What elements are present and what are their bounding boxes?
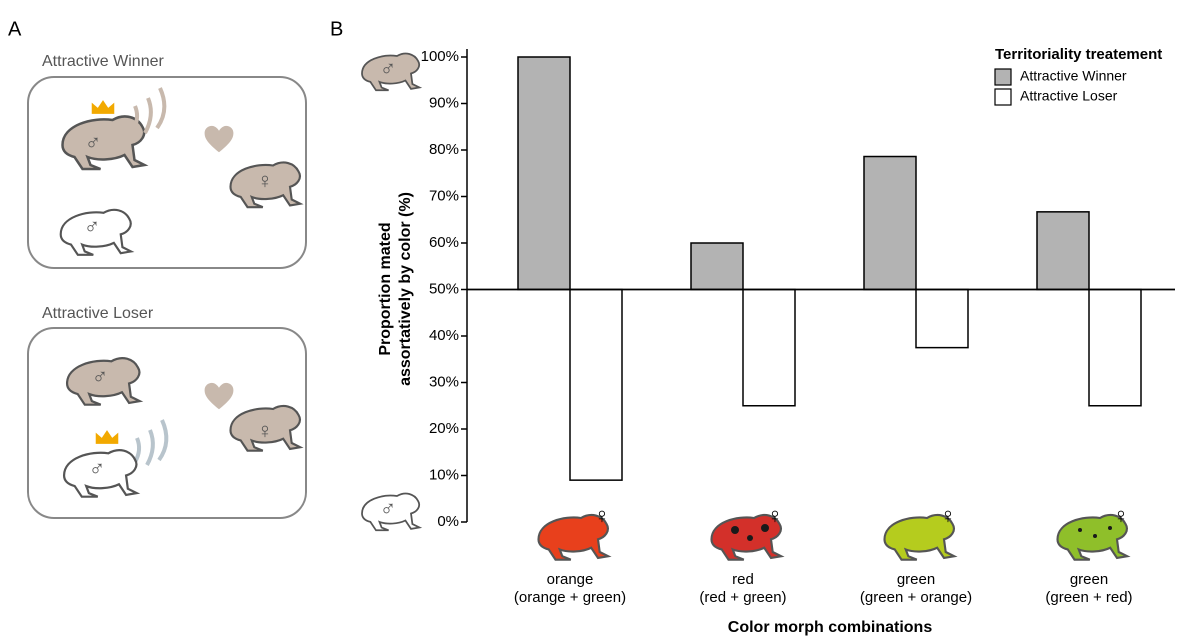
bar (1036, 211, 1090, 291)
bar (742, 288, 796, 407)
y-tick-label: 30% (429, 373, 459, 390)
bar (863, 155, 917, 291)
legend-label: Attractive Winner (1020, 68, 1127, 84)
male-symbol: ♂ (380, 56, 397, 81)
legend-title: Territoriality treatement (995, 46, 1162, 63)
x-tick-label: green (897, 571, 935, 588)
y-tick-label: 50% (429, 280, 459, 297)
y-tick-label: 90% (429, 94, 459, 111)
male-symbol: ♂ (92, 364, 109, 389)
y-tick-label: 10% (429, 466, 459, 483)
y-axis-title-line: assortatively by color (%) (397, 192, 414, 386)
x-axis-title: Color morph combinations (728, 619, 933, 636)
scenario-title: Attractive Loser (42, 305, 154, 322)
y-axis-title: Proportion mated assortatively by color … (377, 192, 414, 386)
crown-icon (91, 100, 115, 114)
scenario-box (27, 76, 307, 269)
legend-swatch (994, 88, 1012, 106)
x-tick-detail: (orange + green) (514, 589, 626, 606)
scenario-title: Attractive Winner (42, 53, 164, 70)
y-tick-label: 70% (429, 187, 459, 204)
x-tick-detail: (red + green) (699, 589, 786, 606)
y-tick-label: 80% (429, 141, 459, 158)
female-symbol: ♀ (257, 168, 274, 193)
call-waves (131, 87, 167, 134)
y-tick-label: 20% (429, 420, 459, 437)
x-tick-detail: (green + red) (1045, 589, 1132, 606)
x-tick-label: orange (547, 571, 594, 588)
bar (690, 242, 744, 291)
heart-icon (204, 125, 234, 153)
y-tick-label: 40% (429, 327, 459, 344)
x-tick-detail: (green + orange) (860, 589, 972, 606)
legend-label: Attractive Loser (1020, 88, 1118, 104)
heart-icon (204, 382, 234, 410)
crown-icon (95, 430, 119, 444)
x-tick-label: red (732, 571, 754, 588)
morph-frogs (537, 513, 1129, 561)
y-tick-label: 60% (429, 234, 459, 251)
male-symbol: ♂ (85, 130, 102, 155)
panel-label: B (330, 18, 343, 40)
call-waves (133, 419, 169, 466)
bar (1088, 288, 1142, 407)
y-tick-label: 0% (437, 513, 459, 530)
scenario-box (27, 327, 307, 519)
female-symbol: ♀ (1113, 503, 1130, 528)
bar (915, 288, 969, 349)
female-symbol: ♀ (257, 418, 274, 443)
female-symbol: ♀ (940, 503, 957, 528)
male-symbol: ♂ (380, 496, 397, 521)
male-symbol: ♂ (89, 456, 106, 481)
y-tick-label: 100% (421, 48, 459, 65)
frog-icon (61, 115, 146, 171)
female-symbol: ♀ (767, 503, 784, 528)
bar (569, 288, 623, 481)
male-symbol: ♂ (84, 214, 101, 239)
female-symbol: ♀ (594, 503, 611, 528)
y-axis-title-line: Proportion mated (377, 222, 394, 355)
bar (517, 56, 571, 291)
panel-label: A (8, 18, 22, 40)
x-tick-label: green (1070, 571, 1108, 588)
legend-swatch (994, 68, 1012, 86)
